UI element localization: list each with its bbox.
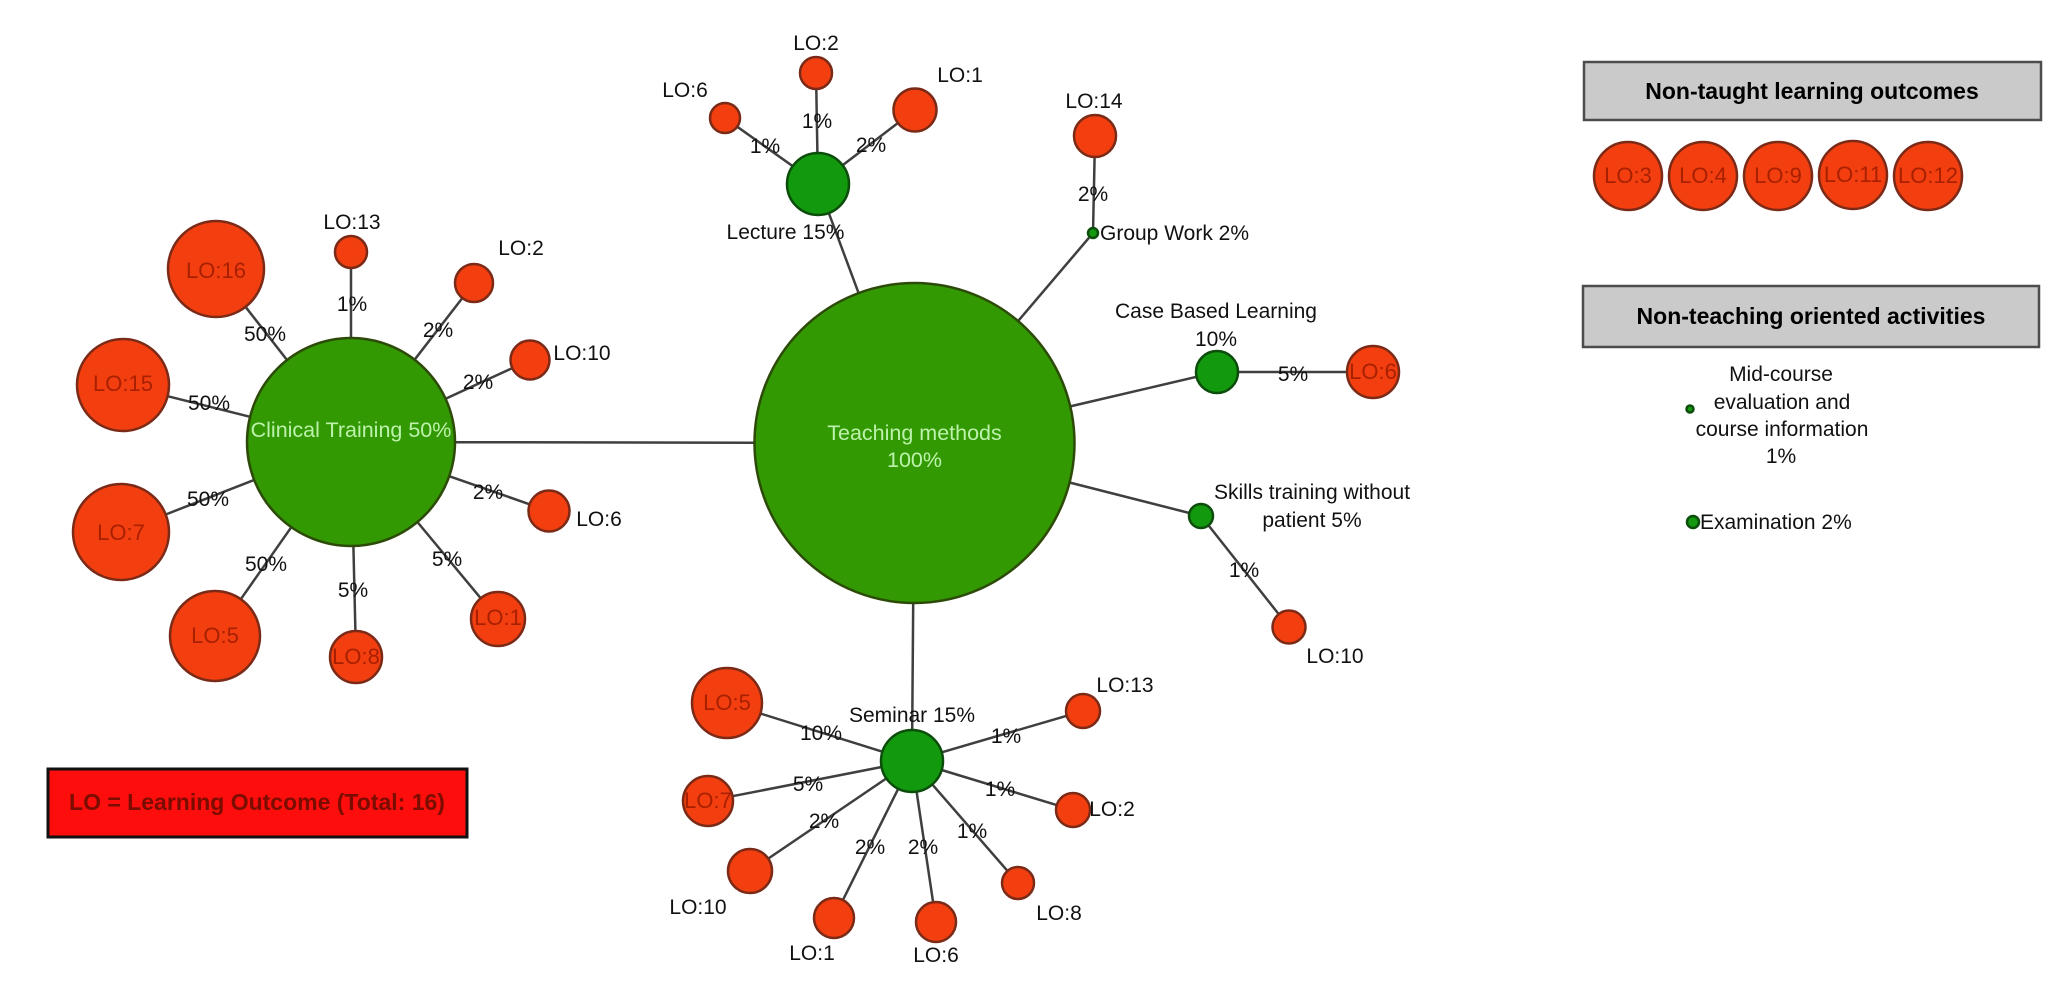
svg-text:1%: 1% — [985, 778, 1015, 801]
svg-text:10%: 10% — [800, 722, 842, 745]
svg-text:Non-taught learning outcomes: Non-taught learning outcomes — [1645, 78, 1979, 104]
svg-text:5%: 5% — [793, 773, 823, 796]
svg-text:Mid-course: Mid-course — [1729, 363, 1833, 386]
svg-text:50%: 50% — [187, 488, 229, 511]
svg-text:LO:9: LO:9 — [1754, 163, 1802, 188]
svg-text:LO:12: LO:12 — [1898, 163, 1958, 188]
svg-text:LO:10: LO:10 — [553, 342, 610, 365]
svg-text:LO:13: LO:13 — [323, 211, 380, 234]
svg-text:evaluation and: evaluation and — [1714, 391, 1851, 414]
svg-text:LO:1: LO:1 — [789, 942, 835, 965]
svg-text:LO:6: LO:6 — [576, 508, 622, 531]
svg-text:Examination 2%: Examination 2% — [1700, 511, 1852, 534]
svg-text:1%: 1% — [991, 725, 1021, 748]
svg-text:5%: 5% — [1278, 363, 1308, 386]
svg-text:LO:6: LO:6 — [1349, 359, 1397, 384]
svg-text:LO:13: LO:13 — [1096, 674, 1153, 697]
svg-text:LO = Learning Outcome (Total:: LO = Learning Outcome (Total: 16) — [69, 789, 445, 815]
svg-text:2%: 2% — [856, 134, 886, 157]
svg-text:LO:2: LO:2 — [1089, 798, 1135, 821]
svg-text:1%: 1% — [337, 293, 367, 316]
svg-text:LO:4: LO:4 — [1679, 163, 1727, 188]
svg-text:2%: 2% — [423, 319, 453, 342]
svg-text:5%: 5% — [432, 548, 462, 571]
svg-text:1%: 1% — [1766, 445, 1796, 468]
svg-text:LO:3: LO:3 — [1604, 163, 1652, 188]
svg-text:LO:10: LO:10 — [669, 896, 726, 919]
svg-text:LO:5: LO:5 — [703, 690, 751, 715]
svg-text:1%: 1% — [957, 820, 987, 843]
svg-text:Teaching methods: Teaching methods — [827, 421, 1002, 445]
svg-text:LO:6: LO:6 — [913, 944, 959, 967]
svg-text:LO:10: LO:10 — [1306, 645, 1363, 668]
svg-text:Case Based Learning: Case Based Learning — [1115, 300, 1317, 323]
svg-text:course information: course information — [1696, 418, 1869, 441]
svg-text:LO:15: LO:15 — [93, 371, 153, 396]
svg-text:2%: 2% — [473, 481, 503, 504]
svg-text:LO:1: LO:1 — [937, 64, 983, 87]
svg-text:LO:8: LO:8 — [332, 644, 380, 669]
svg-text:5%: 5% — [338, 579, 368, 602]
svg-text:Group Work 2%: Group Work 2% — [1100, 222, 1249, 245]
svg-text:LO:14: LO:14 — [1065, 90, 1123, 113]
svg-text:Non-teaching oriented activiti: Non-teaching oriented activities — [1637, 303, 1986, 329]
svg-text:50%: 50% — [188, 392, 230, 415]
svg-text:Skills training without: Skills training without — [1214, 481, 1410, 504]
svg-text:1%: 1% — [802, 110, 832, 133]
svg-text:2%: 2% — [463, 371, 493, 394]
svg-text:2%: 2% — [1078, 183, 1108, 206]
svg-text:2%: 2% — [809, 810, 839, 833]
svg-text:Lecture 15%: Lecture 15% — [727, 221, 845, 244]
svg-text:LO:7: LO:7 — [97, 520, 145, 545]
svg-text:patient 5%: patient 5% — [1262, 509, 1361, 532]
svg-text:100%: 100% — [887, 448, 942, 472]
svg-text:50%: 50% — [244, 323, 286, 346]
svg-text:LO:16: LO:16 — [186, 258, 246, 283]
svg-text:LO:2: LO:2 — [793, 32, 839, 55]
svg-text:LO:8: LO:8 — [1036, 902, 1082, 925]
svg-text:LO:1: LO:1 — [474, 605, 522, 630]
svg-text:1%: 1% — [750, 135, 780, 158]
svg-text:2%: 2% — [855, 836, 885, 859]
svg-text:Clinical Training 50%: Clinical Training 50% — [251, 418, 452, 442]
svg-text:LO:6: LO:6 — [662, 79, 708, 102]
svg-text:Seminar 15%: Seminar 15% — [849, 704, 975, 727]
svg-text:50%: 50% — [245, 553, 287, 576]
svg-text:LO:7: LO:7 — [684, 788, 732, 813]
svg-text:LO:5: LO:5 — [191, 623, 239, 648]
svg-text:LO:11: LO:11 — [1824, 162, 1882, 187]
svg-text:10%: 10% — [1195, 328, 1237, 351]
svg-text:LO:2: LO:2 — [498, 237, 544, 260]
svg-text:1%: 1% — [1229, 559, 1259, 582]
svg-text:2%: 2% — [908, 836, 938, 859]
